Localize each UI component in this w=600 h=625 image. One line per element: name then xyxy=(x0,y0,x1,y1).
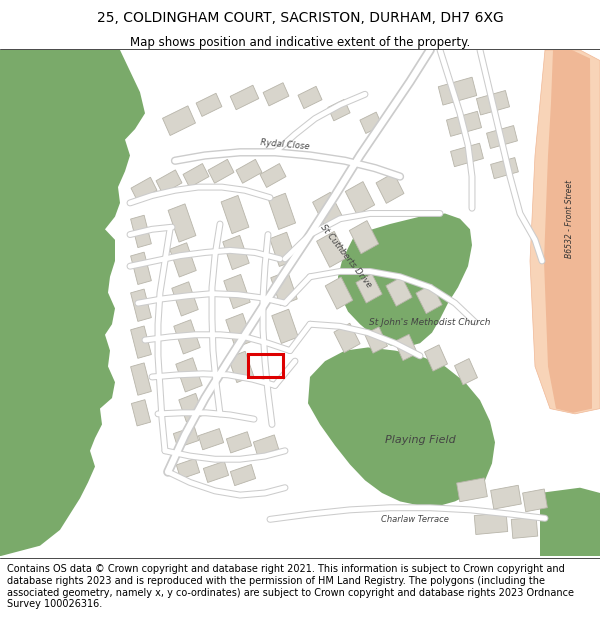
Polygon shape xyxy=(199,429,224,450)
Polygon shape xyxy=(174,320,200,354)
Polygon shape xyxy=(163,106,196,136)
Text: Map shows position and indicative extent of the property.: Map shows position and indicative extent… xyxy=(130,36,470,49)
Polygon shape xyxy=(317,231,347,268)
Polygon shape xyxy=(271,271,297,306)
Polygon shape xyxy=(223,236,249,269)
Polygon shape xyxy=(260,164,286,188)
Text: St John's Methodist Church: St John's Methodist Church xyxy=(369,318,491,327)
Polygon shape xyxy=(416,284,442,314)
Polygon shape xyxy=(173,426,199,448)
Polygon shape xyxy=(203,461,229,482)
Polygon shape xyxy=(328,99,350,121)
Polygon shape xyxy=(228,351,254,382)
Polygon shape xyxy=(438,77,477,105)
Polygon shape xyxy=(170,242,196,277)
Polygon shape xyxy=(0,50,145,556)
Polygon shape xyxy=(176,458,200,479)
Polygon shape xyxy=(334,323,360,352)
Polygon shape xyxy=(226,313,252,348)
Bar xyxy=(248,354,283,377)
Polygon shape xyxy=(540,488,600,556)
Text: Rydal Close: Rydal Close xyxy=(260,138,310,151)
Polygon shape xyxy=(224,274,250,309)
Polygon shape xyxy=(308,348,495,506)
Polygon shape xyxy=(530,50,600,414)
Polygon shape xyxy=(491,158,518,179)
Polygon shape xyxy=(131,289,151,321)
Polygon shape xyxy=(131,252,151,284)
Polygon shape xyxy=(356,274,382,303)
Polygon shape xyxy=(272,309,298,344)
Polygon shape xyxy=(156,170,182,194)
Polygon shape xyxy=(176,357,202,392)
Polygon shape xyxy=(221,196,249,234)
Polygon shape xyxy=(230,464,256,486)
Polygon shape xyxy=(236,159,262,183)
Polygon shape xyxy=(263,82,289,106)
Polygon shape xyxy=(338,214,472,348)
Polygon shape xyxy=(365,327,388,353)
Polygon shape xyxy=(226,432,251,453)
Polygon shape xyxy=(455,359,478,385)
Text: St Cuthberts Drive: St Cuthberts Drive xyxy=(318,222,373,289)
Polygon shape xyxy=(268,193,296,229)
Polygon shape xyxy=(511,517,538,538)
Polygon shape xyxy=(196,93,222,116)
Polygon shape xyxy=(253,435,278,456)
Polygon shape xyxy=(230,85,259,110)
Polygon shape xyxy=(131,400,151,426)
Polygon shape xyxy=(523,489,547,512)
Polygon shape xyxy=(349,221,379,254)
Polygon shape xyxy=(208,159,234,183)
Polygon shape xyxy=(446,111,482,136)
Polygon shape xyxy=(457,478,487,502)
Polygon shape xyxy=(172,282,198,316)
Text: 25, COLDINGHAM COURT, SACRISTON, DURHAM, DH7 6XG: 25, COLDINGHAM COURT, SACRISTON, DURHAM,… xyxy=(97,11,503,25)
Polygon shape xyxy=(376,173,404,203)
Text: Contains OS data © Crown copyright and database right 2021. This information is : Contains OS data © Crown copyright and d… xyxy=(7,564,574,609)
Polygon shape xyxy=(487,126,517,149)
Polygon shape xyxy=(131,177,157,201)
Text: B6532 - Front Street: B6532 - Front Street xyxy=(566,180,575,258)
Polygon shape xyxy=(474,512,508,534)
Polygon shape xyxy=(386,277,412,306)
Polygon shape xyxy=(131,215,151,248)
Text: Playing Field: Playing Field xyxy=(385,435,455,445)
Polygon shape xyxy=(183,164,209,188)
Polygon shape xyxy=(325,277,353,309)
Polygon shape xyxy=(179,393,203,422)
Polygon shape xyxy=(298,86,322,109)
Text: Charlaw Terrace: Charlaw Terrace xyxy=(381,515,449,524)
Polygon shape xyxy=(131,363,151,395)
Polygon shape xyxy=(360,112,382,134)
Polygon shape xyxy=(476,91,509,115)
Polygon shape xyxy=(395,334,418,361)
Polygon shape xyxy=(544,50,592,413)
Polygon shape xyxy=(131,326,151,358)
Polygon shape xyxy=(451,143,484,167)
Polygon shape xyxy=(168,204,196,242)
Polygon shape xyxy=(313,192,343,228)
Polygon shape xyxy=(425,345,448,371)
Polygon shape xyxy=(491,485,521,509)
Polygon shape xyxy=(270,232,296,266)
Polygon shape xyxy=(346,182,374,215)
